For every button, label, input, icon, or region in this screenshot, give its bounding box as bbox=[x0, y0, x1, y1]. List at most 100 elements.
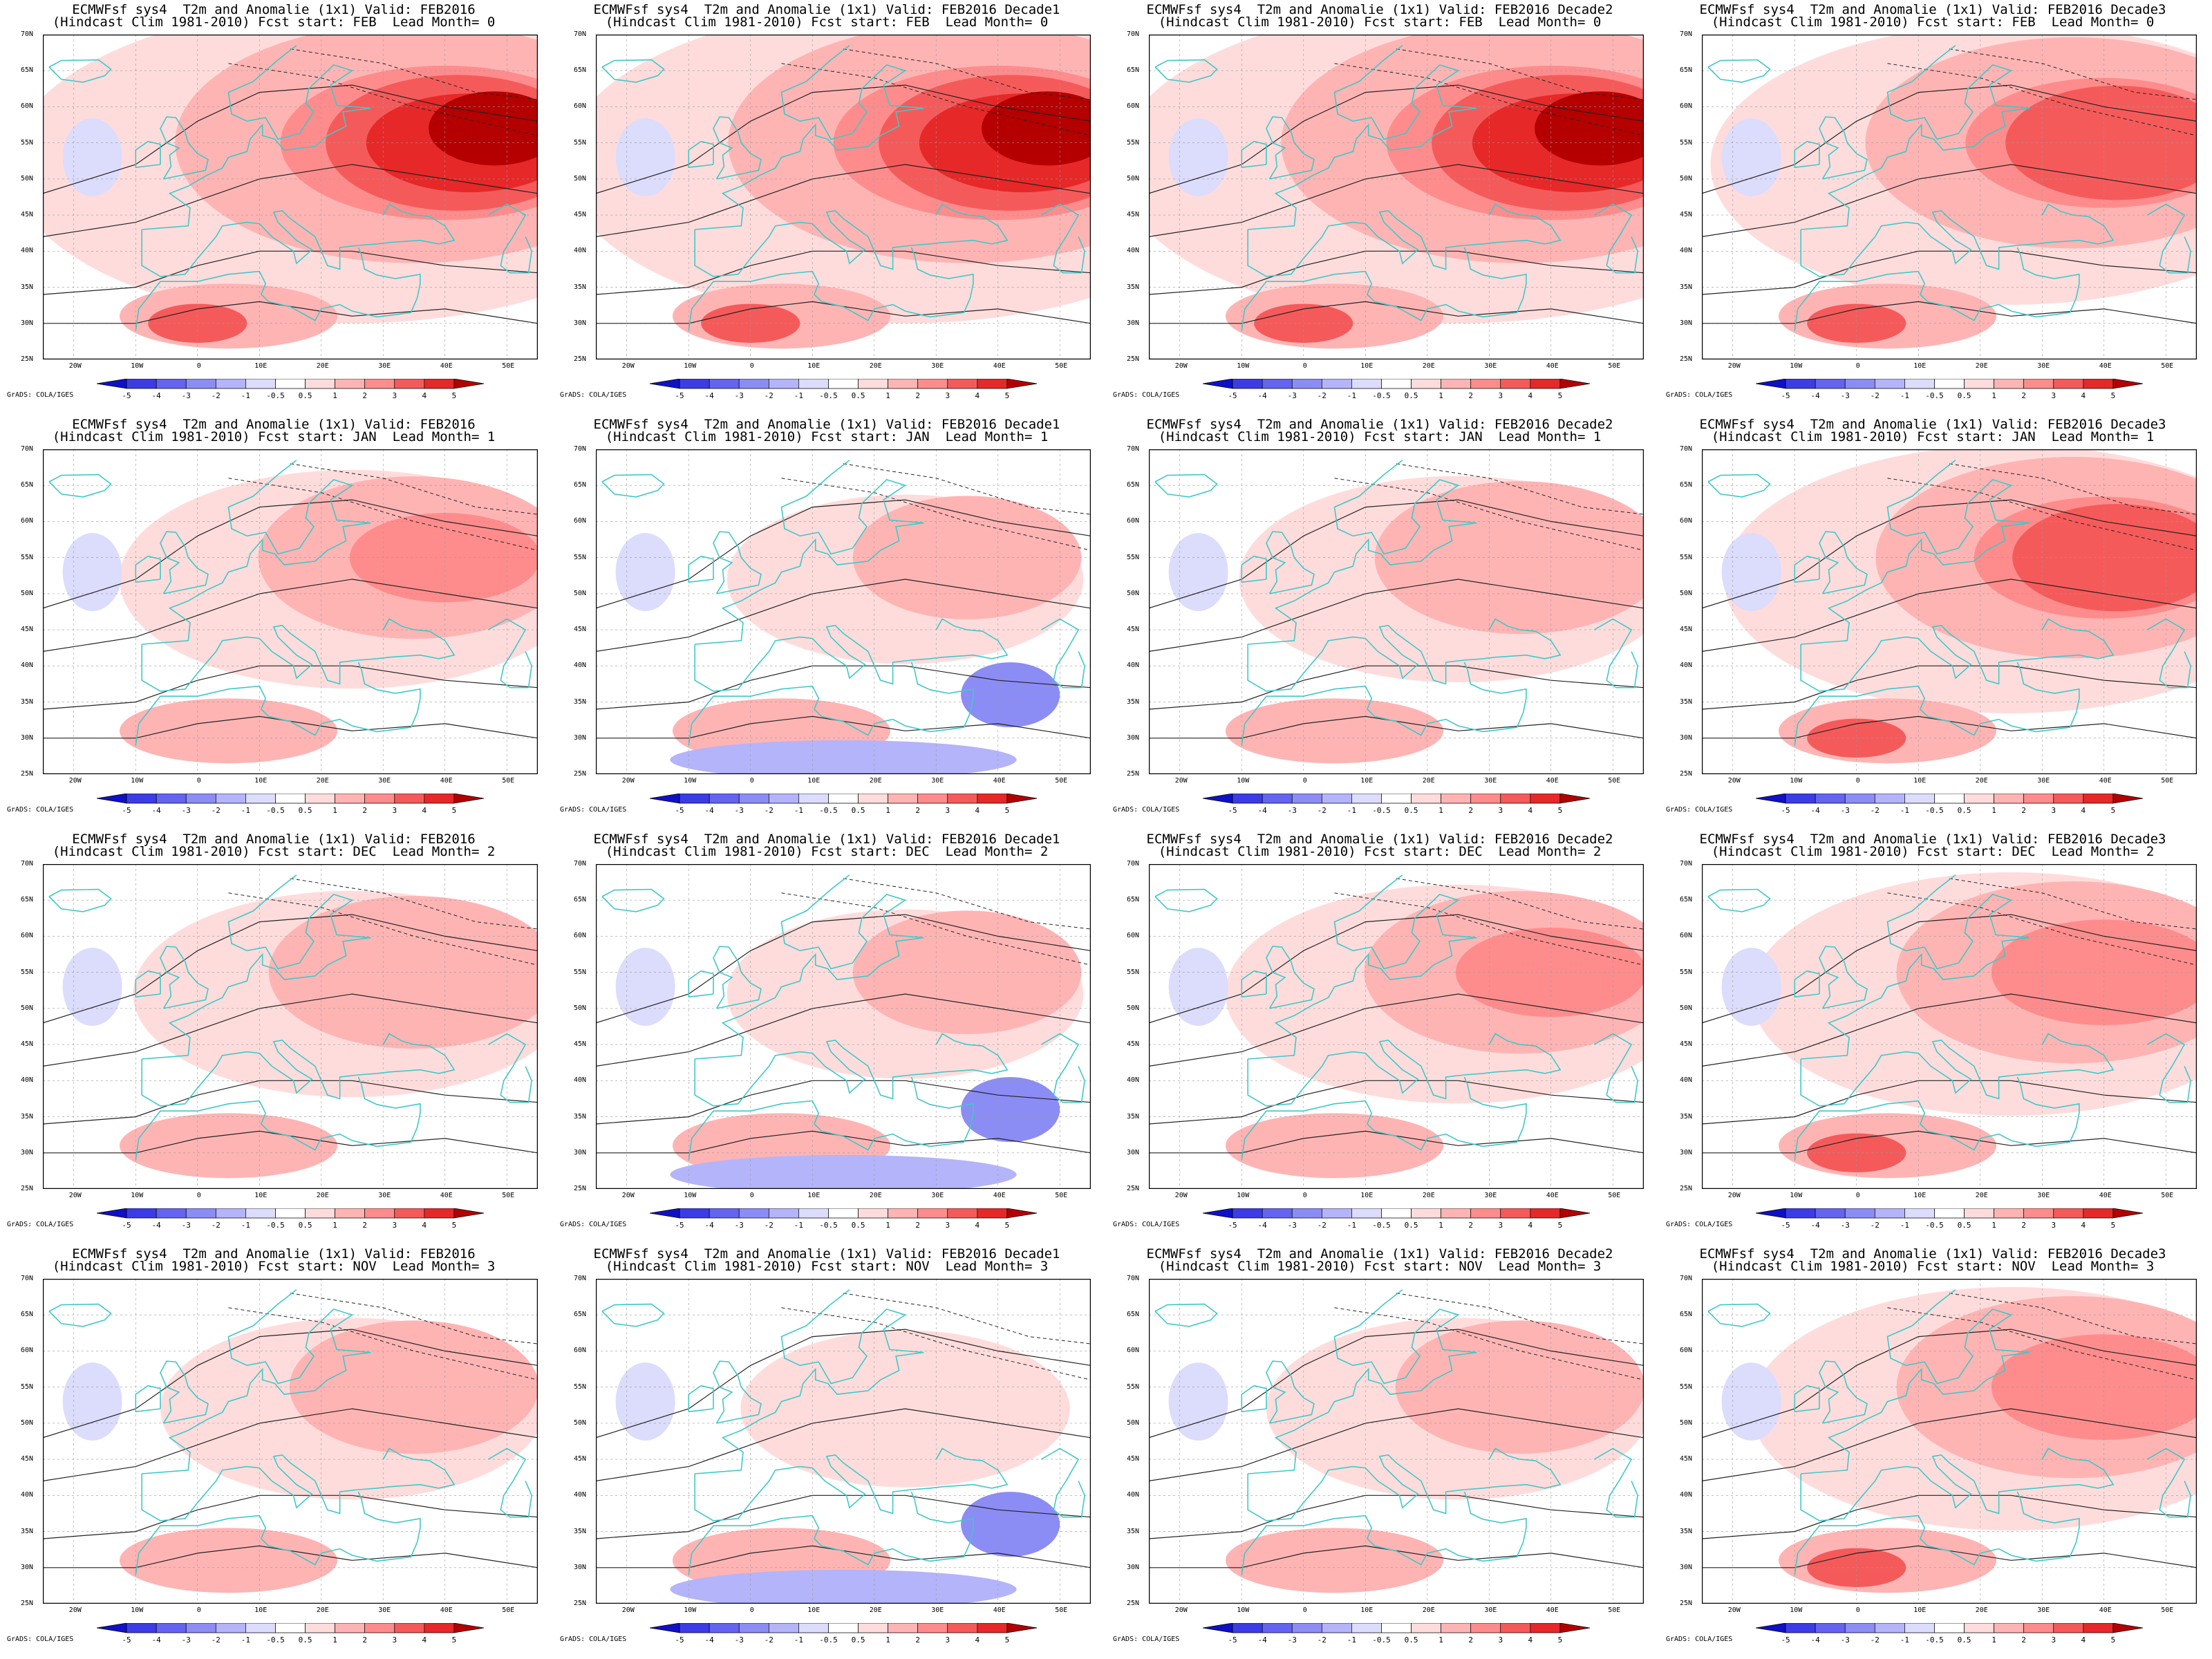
isotherm-line-dashed bbox=[290, 48, 538, 100]
coastline bbox=[601, 888, 665, 912]
panel-title: ECMWFsf sys4 T2m and Anomalie (1x1) Vali… bbox=[593, 417, 1060, 432]
colorbar-tick-label: -1 bbox=[794, 391, 803, 400]
colorbar-swatch bbox=[917, 1208, 948, 1219]
forecast-panel: ECMWFsf sys4 T2m and Anomalie (1x1) Vali… bbox=[559, 1244, 1095, 1656]
colorbar-tick-label: 4 bbox=[1528, 1221, 1533, 1230]
coastline bbox=[1794, 555, 1820, 583]
colorbar-tick-label: -3 bbox=[1841, 1221, 1850, 1230]
colorbar-swatch bbox=[185, 1623, 216, 1633]
colorbar-tick-label: 4 bbox=[422, 806, 427, 815]
dashed-isotherms bbox=[1887, 878, 2197, 966]
latitude-label: 35N bbox=[21, 283, 34, 291]
anomaly-region bbox=[1721, 533, 1781, 611]
colorbar-tick-label: -2 bbox=[1871, 1221, 1880, 1230]
coastline bbox=[688, 1076, 974, 1161]
coastline bbox=[1794, 1385, 1820, 1413]
colorbar-swatch bbox=[1964, 794, 1994, 804]
longitude-label: 10W bbox=[684, 362, 697, 370]
longitude-label: 50E bbox=[502, 1606, 515, 1614]
colorbar-swatch bbox=[2023, 379, 2054, 389]
colorbar-swatch bbox=[1441, 379, 1472, 389]
colorbar-swatch bbox=[709, 379, 740, 389]
colorbar-swatch bbox=[649, 1623, 680, 1633]
coastline bbox=[1247, 1033, 1562, 1107]
latitude-label: 60N bbox=[1680, 102, 1693, 111]
colorbar-swatch bbox=[215, 794, 246, 804]
colorbar-tick-label: 2 bbox=[362, 806, 367, 815]
colorbar-swatch bbox=[2112, 794, 2144, 804]
anomaly-region bbox=[119, 1528, 338, 1593]
panel-subtitle: (Hindcast Clim 1981-2010) Fcst start: NO… bbox=[1711, 1259, 2155, 1274]
colorbar-tick-label: -1 bbox=[794, 1221, 803, 1230]
colorbar-swatch bbox=[1232, 1623, 1263, 1633]
latitude-label: 70N bbox=[574, 30, 587, 38]
coastline bbox=[48, 59, 112, 83]
latitude-label: 30N bbox=[21, 733, 34, 742]
longitude-label: 50E bbox=[1608, 362, 1621, 370]
coastline bbox=[694, 618, 1009, 692]
coastlines bbox=[1154, 45, 1638, 331]
graticule bbox=[1149, 449, 1644, 774]
colorbar-swatch bbox=[1202, 1623, 1233, 1633]
colorbar: -5 -4 -3 -2 -1 -0.5 0.5 1 2 3 4 5 bbox=[1202, 1208, 1591, 1230]
colorbar-swatch bbox=[364, 1623, 395, 1633]
coastline bbox=[48, 1303, 112, 1327]
colorbar-swatch bbox=[1006, 379, 1038, 389]
latitude-label: 50N bbox=[21, 1418, 34, 1427]
isotherm-line-dashed bbox=[1949, 878, 2197, 930]
colorbar-tick-label: 4 bbox=[975, 1221, 980, 1230]
latitude-label: 55N bbox=[574, 968, 587, 976]
colorbar-tick-label: -1 bbox=[241, 806, 250, 815]
anomaly-shading bbox=[62, 1318, 538, 1593]
anomaly-region bbox=[615, 118, 675, 196]
latitude-label: 35N bbox=[1680, 697, 1693, 706]
colorbar-swatch bbox=[1934, 379, 1965, 389]
anomaly-region bbox=[349, 513, 538, 603]
grads-credit: GrADS: COLA/IGES bbox=[1666, 1635, 1733, 1643]
isotherm-line bbox=[43, 1408, 538, 1481]
colorbar-swatch bbox=[977, 1208, 1008, 1219]
latitude-label: 40N bbox=[574, 247, 587, 255]
coastline bbox=[141, 1033, 456, 1107]
colorbar-swatch bbox=[2083, 794, 2114, 804]
grads-credit: GrADS: COLA/IGES bbox=[1666, 391, 1733, 399]
colorbar-tick-label: 5 bbox=[1005, 806, 1010, 815]
colorbar-swatch bbox=[275, 1208, 306, 1219]
coastline bbox=[1801, 1289, 2030, 1474]
isotherm-line-dashed bbox=[228, 892, 538, 966]
longitude-label: 10W bbox=[684, 1606, 697, 1614]
latitude-label: 65N bbox=[574, 66, 587, 75]
forecast-panel: ECMWFsf sys4 T2m and Anomalie (1x1) Vali… bbox=[1665, 1244, 2201, 1656]
colorbar-swatch bbox=[977, 379, 1008, 389]
colorbar-tick-label: 0.5 bbox=[1405, 806, 1418, 815]
colorbar-swatch bbox=[424, 1208, 455, 1219]
longitude-label: 40E bbox=[1546, 362, 1559, 370]
coastline bbox=[1819, 1360, 1868, 1424]
isotherm-line bbox=[1702, 1494, 2197, 1539]
panel-subtitle: (Hindcast Clim 1981-2010) Fcst start: FE… bbox=[1158, 15, 1602, 30]
isotherm-line bbox=[1702, 1545, 2197, 1568]
latitude-label: 60N bbox=[574, 1347, 587, 1355]
colorbar-tick-label: 1 bbox=[1438, 1221, 1443, 1230]
panel-title: ECMWFsf sys4 T2m and Anomalie (1x1) Vali… bbox=[593, 1246, 1060, 1262]
coastline bbox=[1241, 970, 1267, 998]
colorbar-swatch bbox=[1559, 1208, 1591, 1219]
latitude-label: 30N bbox=[1127, 1563, 1140, 1571]
colorbar-tick-label: -1 bbox=[241, 1635, 250, 1644]
longitude-label: 10E bbox=[254, 1192, 268, 1199]
latitude-label: 40N bbox=[21, 662, 34, 670]
colorbar-swatch bbox=[768, 379, 799, 389]
longitude-label: 10E bbox=[1913, 1192, 1927, 1199]
colorbar-swatch bbox=[1815, 379, 1846, 389]
colorbar-tick-label: -0.5 bbox=[1925, 391, 1944, 400]
coastline bbox=[713, 531, 762, 594]
latitude-label: 65N bbox=[1680, 481, 1693, 489]
longitude-label: 40E bbox=[1546, 777, 1559, 785]
colorbar-swatch bbox=[649, 794, 680, 804]
anomaly-region bbox=[289, 1320, 538, 1454]
colorbar-tick-label: -1 bbox=[1347, 391, 1356, 400]
colorbar-swatch bbox=[1994, 1623, 2025, 1633]
colorbar-tick-label: 5 bbox=[1558, 1635, 1563, 1644]
isotherm-line bbox=[1149, 1408, 1644, 1481]
longitude-label: 50E bbox=[1055, 1606, 1068, 1614]
